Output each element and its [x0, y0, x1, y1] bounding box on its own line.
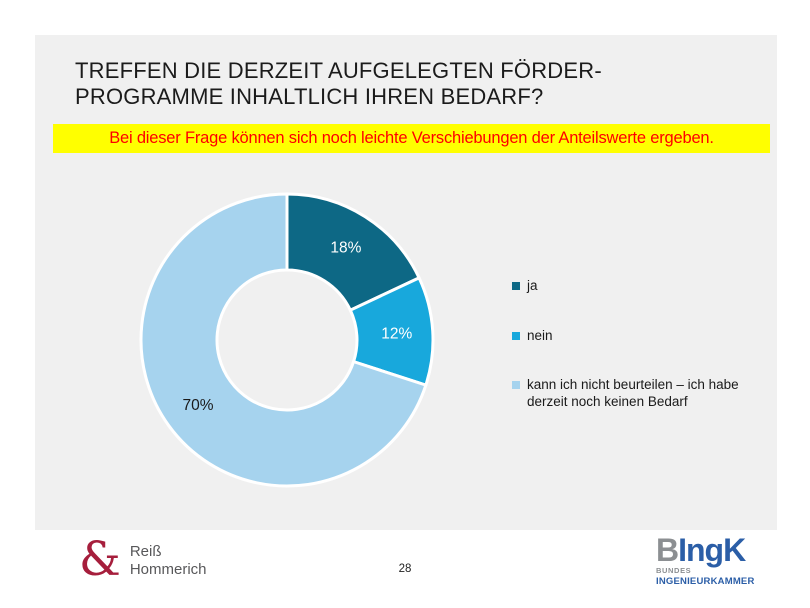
chart-legend: ja nein kann ich nicht beurteilen – ich ha… [512, 278, 782, 443]
bingk-logo-part-blue: IngK [678, 532, 746, 568]
legend-label-0: ja [527, 278, 538, 293]
slide-title: TREFFEN DIE DERZEIT AUFGELEGTEN FÖRDER- … [75, 58, 602, 109]
reiss-hommerich-logo: & Reiß Hommerich [79, 532, 207, 587]
reiss-hommerich-line2: Hommerich [129, 561, 207, 578]
bingk-logo-subline-bundes: BUNDES [656, 566, 692, 575]
footer: & Reiß Hommerich 28 BIngK BUNDES INGENIE… [0, 530, 810, 608]
reiss-hommerich-logo-text: Reiß Hommerich [130, 538, 207, 579]
legend-label-2: kann ich nicht beurteilen – ich habe der… [527, 377, 739, 409]
bingk-logo-part-gray: B [656, 532, 679, 568]
page-number: 28 [398, 563, 412, 575]
legend-item-2: kann ich nicht beurteilen – ich habe der… [512, 377, 782, 410]
legend-swatch-2 [512, 381, 520, 389]
note-banner: Bei dieser Frage können sich noch leicht… [53, 124, 770, 153]
legend-item-0: ja [512, 278, 782, 295]
ampersand-logo-glyph: & [79, 532, 121, 587]
reiss-hommerich-line1: Reiß [129, 543, 162, 560]
legend-item-1: nein [512, 328, 782, 345]
bingk-logo-wordmark: BIngK [656, 532, 755, 568]
legend-swatch-1 [512, 331, 520, 340]
legend-swatch-0 [512, 282, 520, 290]
bingk-logo: BIngK BUNDES INGENIEURKAMMER [656, 532, 755, 587]
content-panel: TREFFEN DIE DERZEIT AUFGELEGTEN FÖRDER- … [35, 35, 777, 530]
legend-label-1: nein [527, 327, 553, 343]
bingk-logo-subline-ingenieurkammer: INGENIEURKAMMER [656, 575, 755, 587]
